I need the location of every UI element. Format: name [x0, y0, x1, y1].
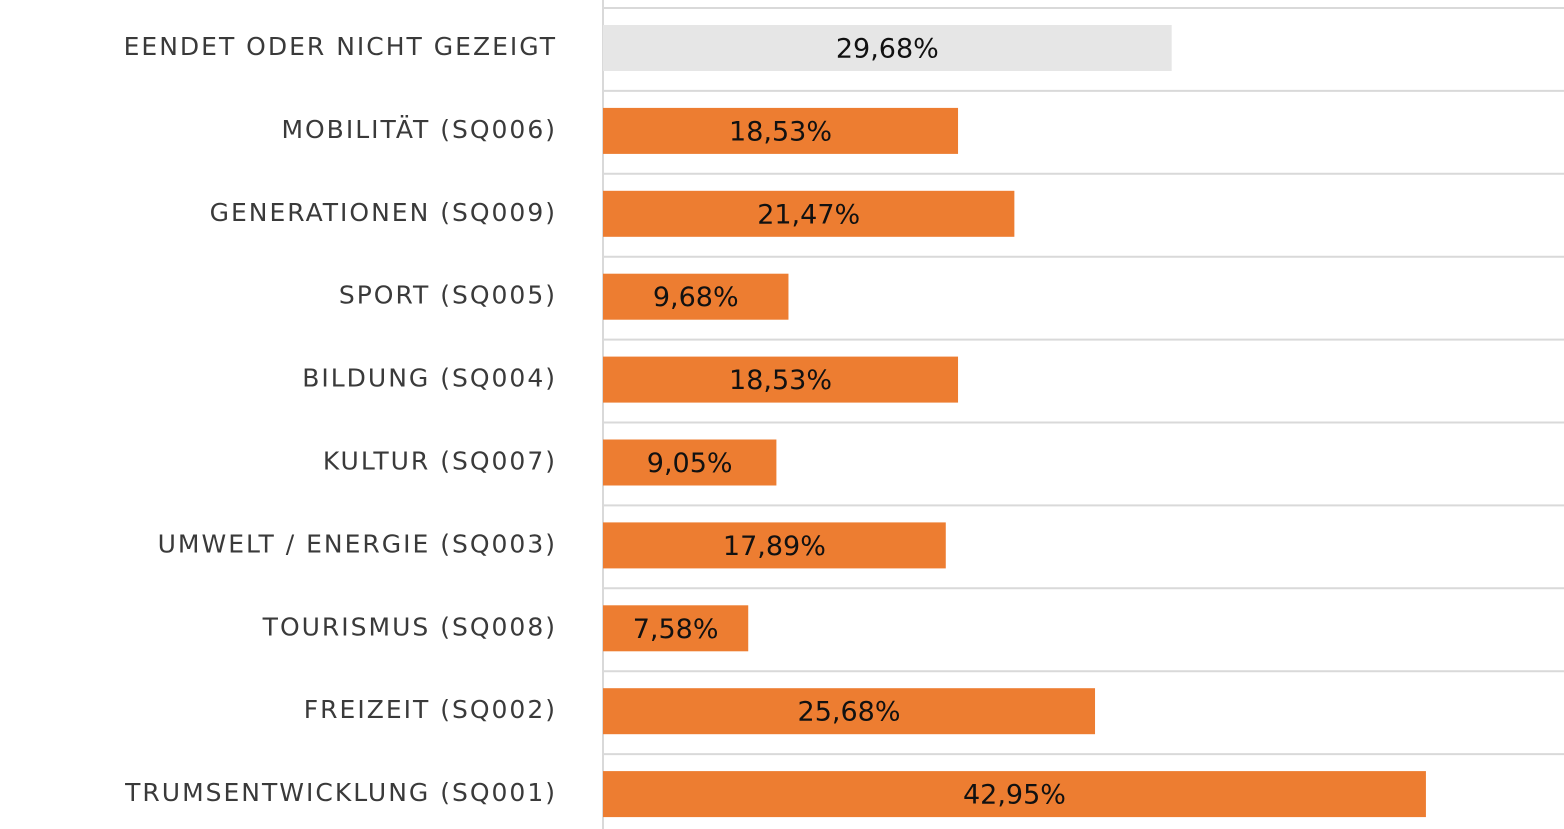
category-label: UMWELT / ENERGIE (SQ003) — [158, 529, 557, 558]
category-label: FREIZEIT (SQ002) — [304, 695, 557, 724]
category-label: TOURISMUS (SQ008) — [262, 612, 557, 641]
bar — [603, 25, 1172, 71]
category-label: BILDUNG (SQ004) — [302, 364, 557, 393]
value-label: 29,68% — [836, 34, 939, 65]
bar — [603, 771, 1426, 818]
value-label: 9,05% — [647, 448, 733, 479]
category-label: TRUMSENTWICKLUNG (SQ001) — [124, 778, 557, 807]
value-label: 18,53% — [729, 365, 832, 396]
value-label: 42,95% — [963, 780, 1066, 811]
bar — [603, 688, 1096, 735]
category-label: MOBILITÄT (SQ006) — [281, 115, 557, 144]
bar — [603, 439, 777, 486]
value-label: 7,58% — [633, 614, 719, 645]
value-label: 21,47% — [757, 199, 860, 230]
category-label: EENDET ODER NICHT GEZEIGT — [124, 32, 557, 61]
value-label: 9,68% — [653, 282, 739, 313]
bar — [603, 522, 946, 569]
bar — [603, 356, 959, 403]
bar — [603, 273, 789, 320]
bar — [603, 190, 1015, 237]
value-label: 18,53% — [729, 116, 832, 147]
category-label: KULTUR (SQ007) — [323, 447, 557, 476]
category-label: SPORT (SQ005) — [339, 281, 557, 310]
value-label: 17,89% — [723, 531, 826, 562]
bar — [603, 107, 959, 154]
category-label: GENERATIONEN (SQ009) — [210, 198, 557, 227]
value-label: 25,68% — [798, 697, 901, 728]
bar — [603, 605, 749, 652]
